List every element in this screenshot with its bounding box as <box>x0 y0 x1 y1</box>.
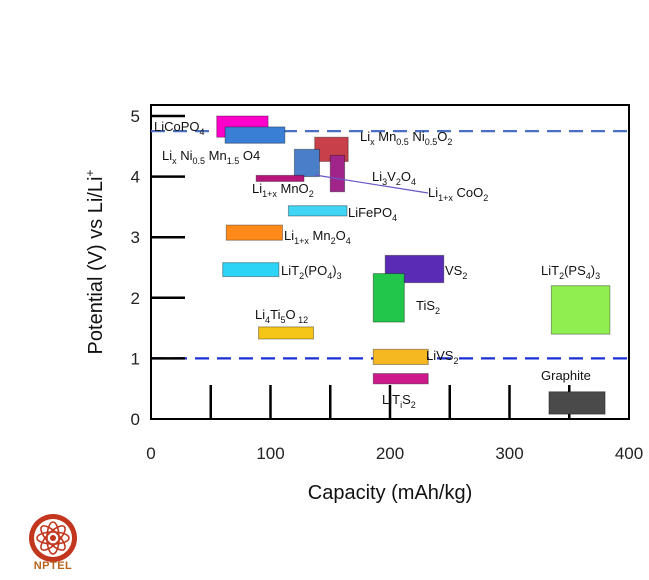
y-tick-label-3: 3 <box>131 228 140 247</box>
label-lit2ps43: LiT2(PS4)3 <box>541 263 600 281</box>
y-tick-label-5: 5 <box>131 107 140 126</box>
label-lini05mn15o4: Lix Ni0.5 Mn1.5 O4 <box>162 148 260 166</box>
y-tick-label-4: 4 <box>131 168 140 187</box>
x-tick-label-200: 200 <box>376 444 404 463</box>
box-li4ti5o12 <box>258 326 315 340</box>
box-graphite <box>548 391 606 415</box>
label-li4ti5o12: Li4Ti5O 12 <box>255 307 308 325</box>
box-tis2 <box>372 273 405 323</box>
label-livs2: LiVS2 <box>426 348 458 366</box>
box-vs2 <box>384 254 445 284</box>
box-lifepo4 <box>287 205 348 217</box>
label-vs2: VS2 <box>445 263 467 281</box>
x-tick-label-400: 400 <box>615 444 643 463</box>
y-tick-label-2: 2 <box>131 289 140 308</box>
label-limn05ni05o2: Lix Mn0.5 Ni0.5O2 <box>360 129 452 147</box>
y-tick-label-0: 0 <box>131 410 140 429</box>
y-tick-label-1: 1 <box>131 349 140 368</box>
label-lits2: LiTiS2 <box>382 392 416 410</box>
box-li3v2o4 <box>329 154 346 193</box>
label-graphite: Graphite <box>541 368 591 383</box>
label-li3v2o4: Li3V2O4 <box>372 169 416 187</box>
box-lit2ps43 <box>550 285 611 335</box>
label-li1xmn2o4: Li1+x Mn2O4 <box>284 228 351 246</box>
li1xcoo2-leader-line <box>314 174 429 194</box>
box-li1xmno2 <box>255 174 305 182</box>
tick-labels: 0 100 200 300 400 0 1 2 3 4 5 <box>131 107 644 463</box>
label-lifepo4: LiFePO4 <box>348 205 397 223</box>
box-lit2po43 <box>222 262 280 278</box>
label-tis2: TiS2 <box>416 298 440 316</box>
nptel-logo-text: NPTEL <box>33 560 73 572</box>
box-livs2 <box>372 348 429 365</box>
label-li1xcoo2: Li1+x CoO2 <box>428 185 488 203</box>
material-boxes <box>216 115 611 415</box>
nptel-logo-icon <box>29 514 77 562</box>
label-lit2po43: LiT2(PO4)3 <box>281 263 342 281</box>
y-axis-title: Potential (V) vs Li/Li+ <box>83 170 107 355</box>
box-li1xcoo2 <box>293 148 320 178</box>
box-li1xmn2o4 <box>225 224 283 241</box>
box-lits2 <box>372 373 429 385</box>
label-licopo4: LiCoPO4 <box>154 119 205 137</box>
label-li1xmno2: Li1+x MnO2 <box>252 181 314 199</box>
box-lini05mn15o4 <box>224 126 286 144</box>
material-labels: LiCoPO4 Lix Ni0.5 Mn1.5 O4 Lix Mn0.5 Ni0.5… <box>154 119 600 410</box>
x-tick-label-300: 300 <box>495 444 523 463</box>
x-axis-title: Capacity (mAh/kg) <box>308 482 473 504</box>
x-tick-label-100: 100 <box>256 444 284 463</box>
x-tick-label-0: 0 <box>146 444 155 463</box>
